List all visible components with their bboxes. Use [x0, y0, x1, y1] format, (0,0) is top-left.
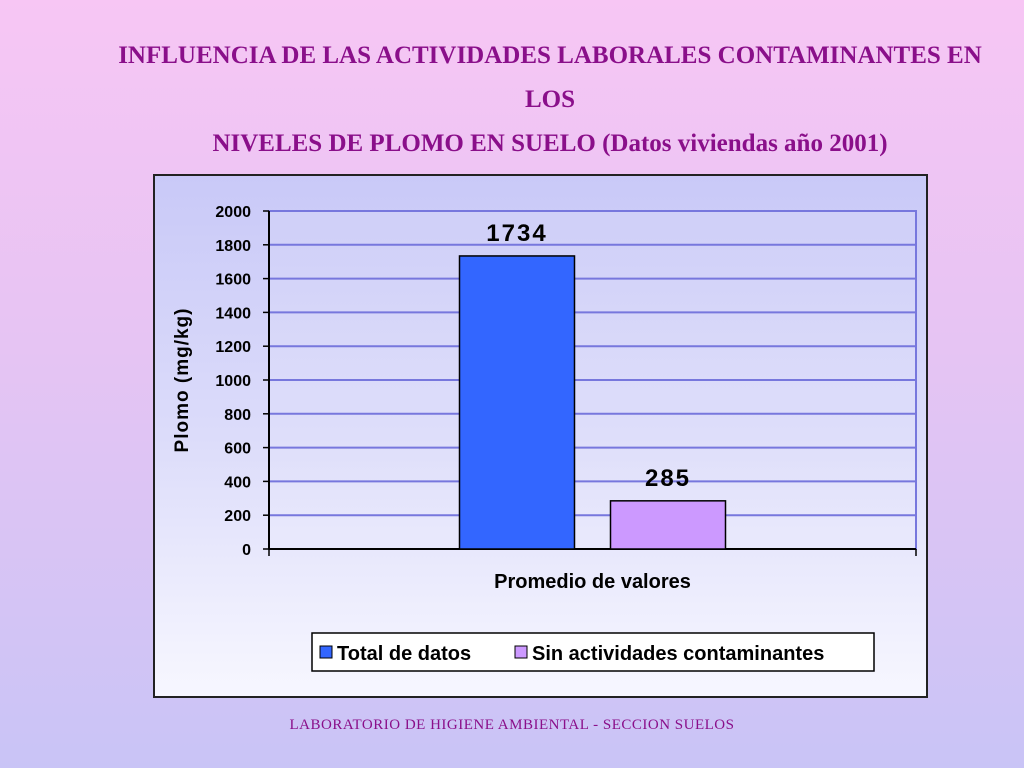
slide-title-line-1: INFLUENCIA DE LAS ACTIVIDADES LABORALES …	[118, 42, 982, 113]
y-tick-label: 1400	[215, 305, 251, 322]
y-tick-label: 1200	[215, 339, 251, 356]
legend-swatch	[514, 645, 528, 659]
x-axis-title: Promedio de valores	[494, 571, 691, 593]
chart-container: 0 200 400 600 800 1000 1200 1400 1600 1800 2000 173…	[153, 174, 928, 698]
data-label: 1734	[486, 220, 547, 247]
y-tick-label: 1800	[215, 238, 251, 255]
bar	[609, 500, 727, 550]
slide-footer: LABORATORIO DE HIGIENE AMBIENTAL - SECCI…	[289, 717, 735, 733]
bar-chart: 0 200 400 600 800 1000 1200 1400 1600 1800 2000 173…	[172, 204, 917, 672]
y-axis-title: Plomo (mg/kg)	[172, 308, 193, 453]
slide-title: INFLUENCIA DE LAS ACTIVIDADES LABORALES …	[100, 34, 1000, 166]
y-tick-label: 800	[224, 407, 251, 424]
y-tick-label: 400	[224, 474, 251, 491]
legend-label: Total de datos	[337, 643, 471, 665]
y-tick-label: 600	[224, 441, 251, 458]
y-tick-label: 200	[224, 508, 251, 525]
slide-title-line-2: NIVELES DE PLOMO EN SUELO (Datos viviend…	[212, 130, 888, 157]
y-tick-label: 1600	[215, 272, 251, 289]
bar	[458, 255, 576, 550]
y-tick-label: 1000	[215, 373, 251, 390]
legend-box	[311, 632, 875, 672]
legend-swatch	[319, 645, 333, 659]
legend-label: Sin actividades contaminantes	[532, 643, 824, 665]
y-tick-label: 0	[242, 542, 251, 559]
y-tick-label: 2000	[215, 204, 251, 221]
data-label: 285	[645, 465, 691, 492]
